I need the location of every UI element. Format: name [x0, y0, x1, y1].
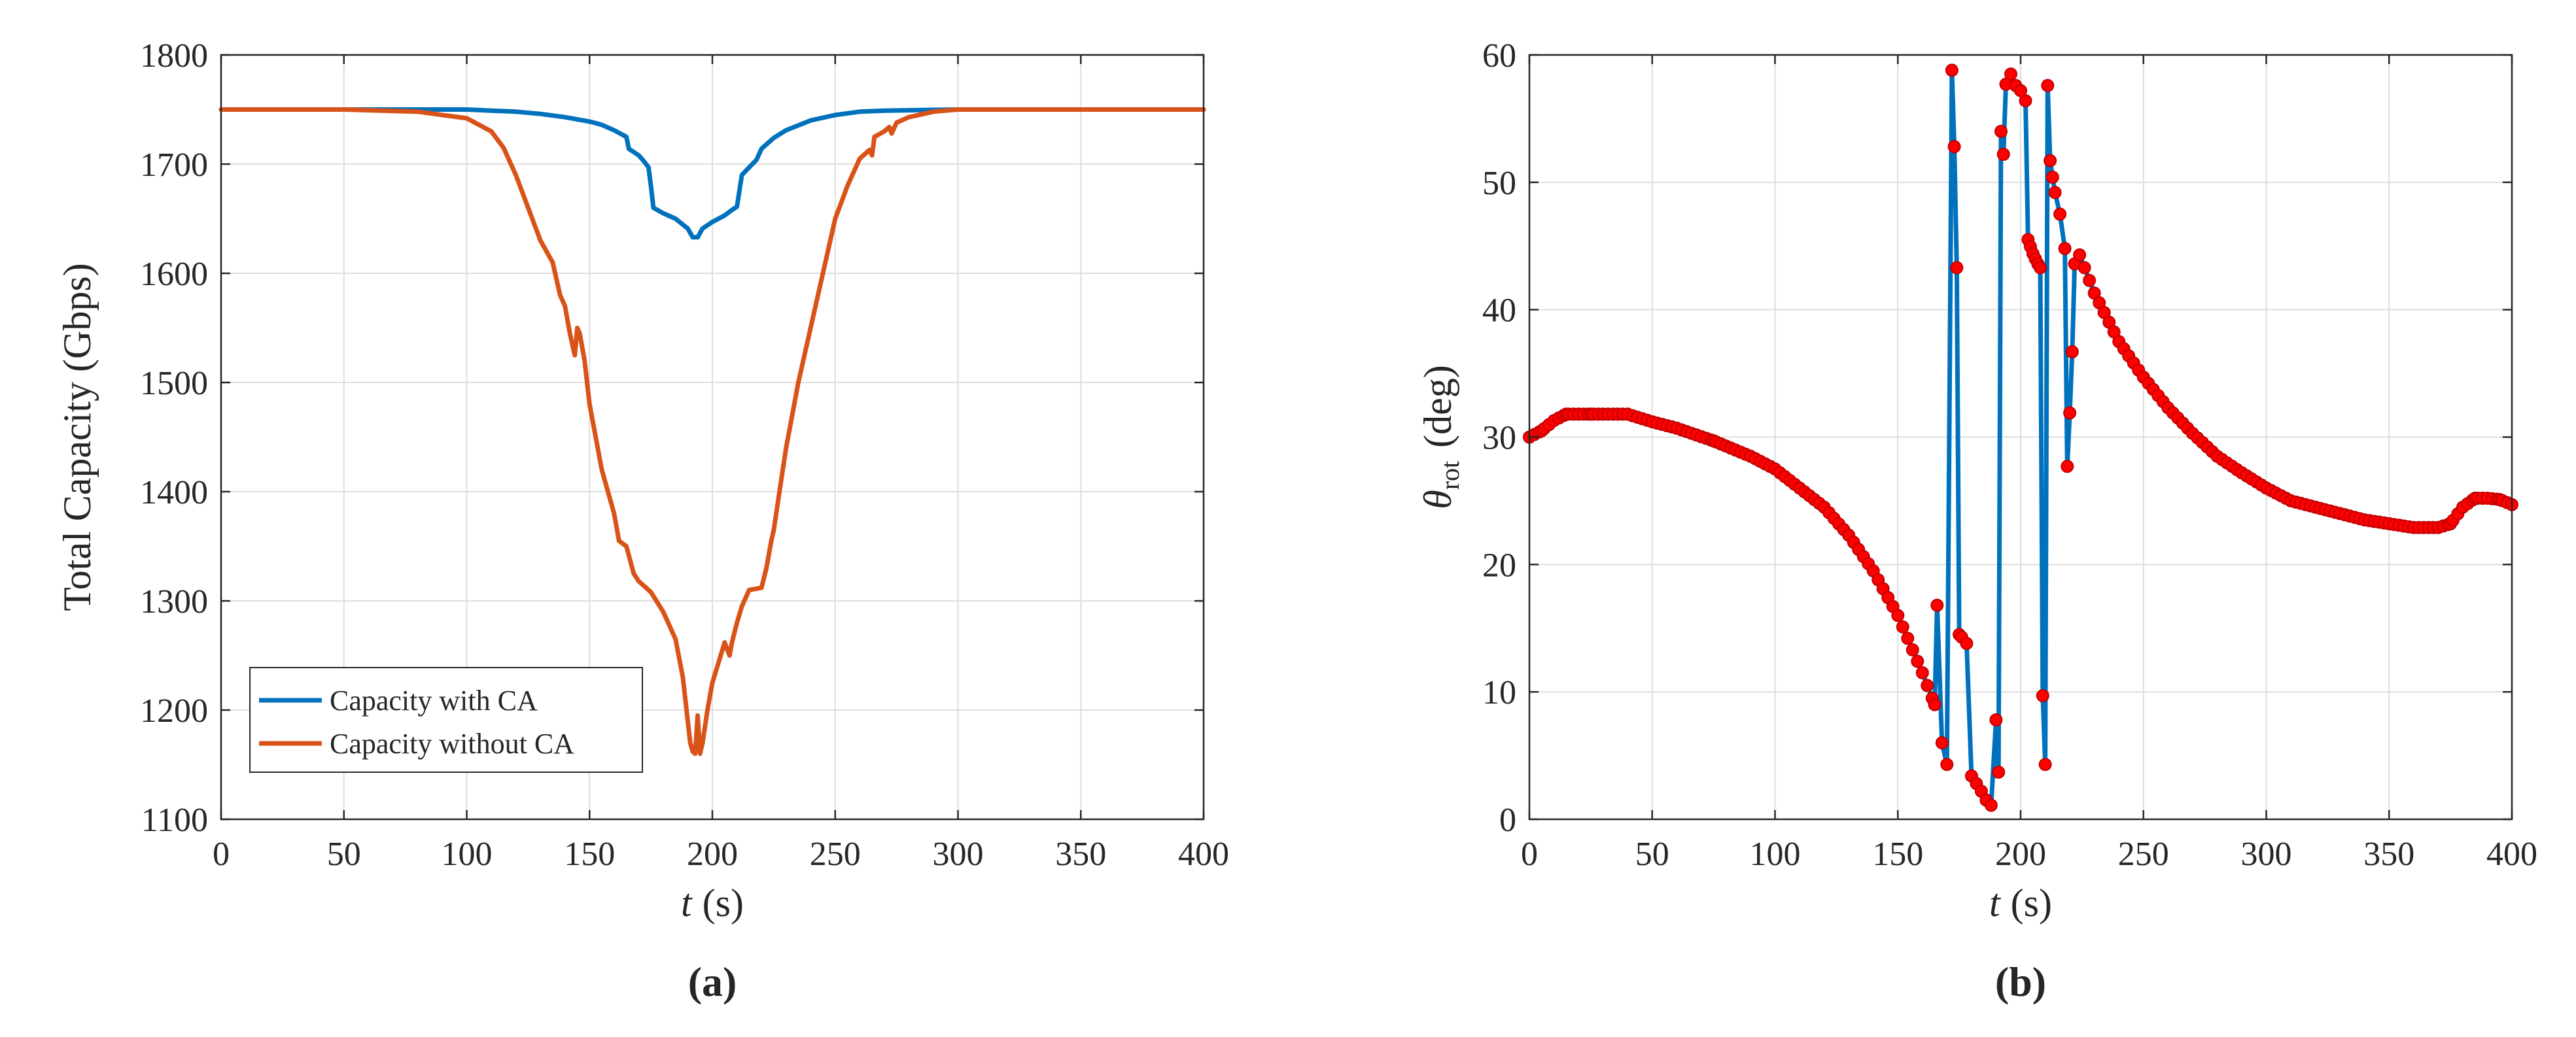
chart-a-x-tick-label: 250	[810, 836, 861, 873]
chart-b-x-tick-label: 400	[2486, 836, 2537, 873]
chart-b-y-axis-subscript: rot	[1435, 461, 1465, 490]
chart-b-x-axis-variable: t	[1989, 881, 2001, 925]
chart-a-x-tick-label: 100	[442, 836, 493, 873]
chart-a-x-axis-label: t (s)	[681, 881, 744, 925]
chart-a-ticks: 0 50 100 150 200 250 300 350 400 1100 1200 1300 1400…	[140, 37, 1229, 873]
chart-b-data-point	[2034, 261, 2047, 275]
chart-a-legend-label-with-ca: Capacity with CA	[330, 685, 538, 717]
chart-b-data-point	[2065, 345, 2079, 358]
chart-b-data-point	[1960, 637, 1974, 651]
chart-a-y-tick-label: 1600	[140, 256, 208, 293]
chart-b-x-tick-label: 300	[2241, 836, 2292, 873]
chart-a-lines	[218, 107, 1206, 756]
chart-a-x-tick-label: 350	[1055, 836, 1106, 873]
chart-b-ticks: 0 50 100 150 200 250 300 350 400 0 10 20 30 40 50 60	[1482, 37, 2537, 873]
chart-a-x-axis-unit: (s)	[703, 881, 744, 925]
chart-b-data-point	[1928, 698, 1941, 711]
chart-b-data-point	[1891, 609, 1905, 622]
chart-b-data-point	[2019, 94, 2032, 108]
chart-b-y-axis-symbol: θ	[1416, 490, 1459, 509]
chart-a-x-tick-label: 0	[213, 836, 230, 873]
chart-b-y-tick-label: 50	[1482, 165, 1516, 202]
chart-b-y-axis-label: θrot (deg)	[1416, 365, 1465, 509]
chart-b-data-point	[1935, 736, 1949, 750]
chart-b-x-tick-label: 50	[1635, 836, 1669, 873]
chart-a-y-tick-label: 1400	[140, 474, 208, 511]
chart-b-y-tick-label: 40	[1482, 292, 1516, 330]
chart-b-data-point	[1930, 598, 1944, 612]
chart-b-data-point	[1947, 140, 1961, 154]
chart-b-panel-label: (b)	[1995, 959, 2046, 1005]
chart-b-data-point	[1901, 632, 1915, 645]
chart-b-data-point	[2083, 273, 2097, 287]
chart-b-data-point	[2061, 460, 2074, 473]
chart-b-data-point	[1945, 63, 1958, 77]
chart-b-data-point	[1994, 124, 2008, 138]
chart-a-y-tick-label: 1200	[140, 692, 208, 730]
chart-b-data-point	[1992, 765, 2006, 779]
chart-b-x-tick-label: 0	[1521, 836, 1538, 873]
chart-b-x-tick-label: 250	[2118, 836, 2169, 873]
chart-a: 0 50 100 150 200 250 300 350 400 1100 1200 1300 1400…	[56, 37, 1229, 1005]
chart-b-y-tick-label: 60	[1482, 37, 1516, 75]
chart-b-y-tick-label: 20	[1482, 547, 1516, 584]
chart-b-x-tick-label: 100	[1750, 836, 1801, 873]
chart-b-data-point	[2045, 171, 2059, 184]
chart-b-data-point	[1996, 148, 2010, 161]
chart-b-data-point	[2048, 186, 2062, 199]
chart-a-panel-label: (a)	[688, 959, 737, 1005]
chart-a-x-axis-variable: t	[681, 881, 693, 925]
chart-b-data-point	[2036, 689, 2049, 702]
chart-b-x-axis-label: t (s)	[1989, 881, 2052, 925]
chart-a-y-tick-label: 1800	[140, 37, 208, 75]
chart-b-x-axis-unit: (s)	[2011, 881, 2052, 925]
chart-b-markers	[1523, 63, 2518, 812]
chart-a-legend: Capacity with CA Capacity without CA	[249, 667, 643, 773]
chart-b-x-tick-label: 150	[1872, 836, 1923, 873]
chart-a-x-tick-label: 300	[933, 836, 984, 873]
chart-b-y-axis-unit: (deg)	[1416, 365, 1459, 448]
chart-b-data-point	[2058, 242, 2072, 256]
chart-b-data-point	[1915, 666, 1929, 679]
chart-a-y-tick-label: 1100	[141, 802, 208, 839]
chart-b-data-point	[2044, 154, 2057, 167]
chart-b-data-point	[1984, 798, 1998, 812]
chart-b-data-point	[1911, 654, 1924, 668]
chart-a-legend-box	[249, 667, 643, 773]
chart-b-data-point	[2073, 248, 2087, 262]
chart-b-data-point	[2063, 406, 2077, 420]
chart-b-y-tick-label: 0	[1499, 802, 1516, 839]
chart-b-data-point	[2041, 78, 2055, 92]
chart-b-data-point	[2053, 207, 2067, 221]
chart-a-x-tick-label: 150	[564, 836, 615, 873]
chart-b-data-point	[2078, 261, 2091, 275]
chart-a-x-tick-label: 200	[687, 836, 738, 873]
chart-b-data-point	[1989, 713, 2003, 726]
chart-b-y-tick-label: 30	[1482, 420, 1516, 457]
chart-b-data-point	[1940, 758, 1954, 772]
chart-a-y-tick-label: 1300	[140, 583, 208, 620]
chart-a-y-axis-label: Total Capacity (Gbps)	[56, 263, 99, 611]
chart-a-series-line-0	[218, 107, 1206, 240]
chart-b-data-point	[2004, 67, 2017, 81]
chart-a-legend-label-without-ca: Capacity without CA	[330, 728, 574, 760]
chart-b-x-tick-label: 350	[2363, 836, 2414, 873]
chart-a-x-tick-label: 400	[1178, 836, 1229, 873]
chart-b-data-point	[1950, 261, 1964, 275]
chart-b-data-point	[1896, 620, 1909, 634]
chart-b-data-point	[1906, 643, 1919, 656]
chart-a-series-line-1	[218, 107, 1206, 756]
chart-b-x-tick-label: 200	[1995, 836, 2046, 873]
chart-b-y-tick-label: 10	[1482, 674, 1516, 711]
chart-b-data-point	[2038, 758, 2052, 772]
chart-b-data-point	[1921, 679, 1934, 692]
chart-a-y-tick-label: 1500	[140, 365, 208, 402]
chart-a-x-tick-label: 50	[327, 836, 361, 873]
chart-a-y-tick-label: 1700	[140, 146, 208, 184]
